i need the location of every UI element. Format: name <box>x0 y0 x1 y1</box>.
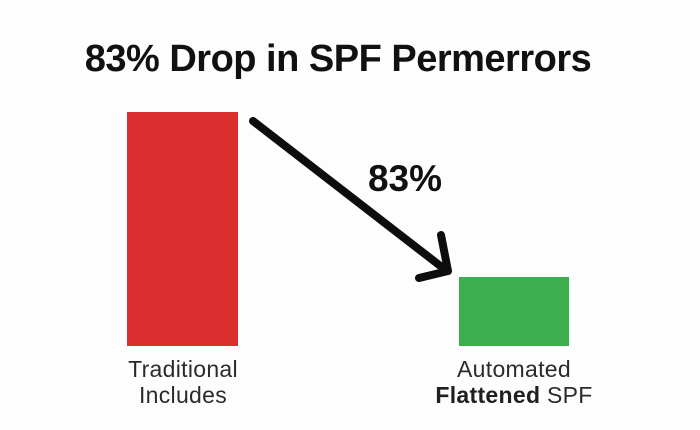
label-traditional-line1: Traditional <box>128 356 238 382</box>
label-traditional-line2: Includes <box>138 382 228 408</box>
label-automated-flattened-spf: Automated Flattened SPF <box>412 356 616 408</box>
label-automated-line2-bold: Flattened <box>435 382 541 408</box>
label-automated-line2-rest: SPF <box>540 382 593 408</box>
label-automated-line1: Automated <box>457 356 571 382</box>
label-traditional-includes: Traditional Includes <box>92 356 274 408</box>
chart-title: 83% Drop in SPF Permerrors <box>84 38 592 80</box>
bar-traditional-includes <box>127 112 238 346</box>
drop-percentage-annotation: 83% <box>367 158 443 199</box>
bar-automated-flattened-spf <box>459 277 569 346</box>
